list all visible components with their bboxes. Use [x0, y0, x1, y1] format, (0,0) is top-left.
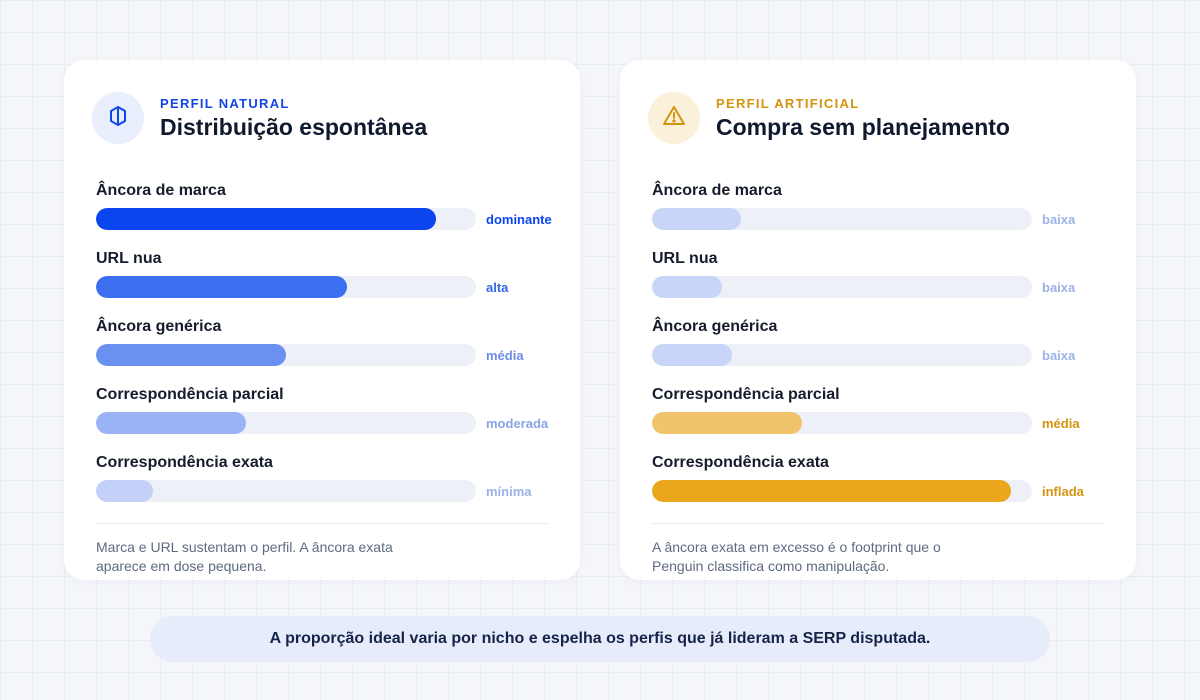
- bar-level: alta: [486, 280, 509, 295]
- card-note: A âncora exata em excesso é o footprint …: [652, 539, 941, 574]
- warning-icon: [662, 104, 686, 133]
- card-title: Distribuição espontânea: [160, 113, 428, 140]
- card-title: Compra sem planejamento: [716, 113, 1010, 140]
- bar-level: média: [486, 348, 524, 363]
- bar-label: Âncora genérica: [652, 318, 778, 335]
- bar-level: média: [1042, 416, 1080, 431]
- divider: [96, 523, 548, 524]
- bar-fill: [652, 344, 732, 366]
- bar-track: [96, 276, 476, 298]
- bar-fill: [652, 412, 803, 434]
- bar-row: Correspondência exata mínima: [96, 452, 566, 520]
- bar-track: [652, 412, 1032, 434]
- bar-list: Âncora de marca dominante URL nua alta Â…: [96, 180, 566, 520]
- shield-icon: [106, 104, 130, 133]
- natural-profile-card: PERFIL NATURAL Distribuição espontânea Â…: [64, 60, 580, 580]
- bar-row: Âncora genérica média: [96, 316, 566, 384]
- bar-track: [652, 344, 1032, 366]
- bar-fill: [96, 344, 286, 366]
- bar-fill: [96, 208, 437, 230]
- bar-row: URL nua baixa: [652, 248, 1122, 316]
- bar-fill: [96, 276, 347, 298]
- summary-banner: A proporção ideal varia por nicho e espe…: [150, 616, 1050, 662]
- bar-row: Âncora de marca dominante: [96, 180, 566, 248]
- bar-track: [652, 276, 1032, 298]
- bar-label: URL nua: [96, 250, 162, 267]
- bar-level: baixa: [1042, 348, 1076, 363]
- artificial-profile-card: PERFIL ARTIFICIAL Compra sem planejament…: [620, 60, 1136, 580]
- card-header: PERFIL ARTIFICIAL Compra sem planejament…: [648, 92, 1010, 144]
- bar-track: [96, 412, 476, 434]
- bar-level: baixa: [1042, 280, 1076, 295]
- bar-fill: [652, 276, 723, 298]
- bar-fill: [652, 208, 742, 230]
- bar-label: Correspondência parcial: [652, 386, 840, 403]
- bar-fill: [652, 480, 1012, 502]
- icon-badge: [648, 92, 700, 144]
- bar-level: inflada: [1042, 484, 1084, 499]
- bar-row: Correspondência parcial média: [652, 384, 1122, 452]
- bar-row: Âncora genérica baixa: [652, 316, 1122, 384]
- bar-fill: [96, 412, 247, 434]
- bar-row: Âncora de marca baixa: [652, 180, 1122, 248]
- bar-fill: [96, 480, 153, 502]
- divider: [652, 523, 1104, 524]
- bar-label: Âncora de marca: [96, 182, 226, 199]
- bar-track: [652, 208, 1032, 230]
- bar-row: Correspondência parcial moderada: [96, 384, 566, 452]
- bar-label: Correspondência exata: [652, 454, 829, 471]
- card-eyebrow: PERFIL NATURAL: [160, 95, 290, 111]
- bar-label: URL nua: [652, 250, 718, 267]
- bar-level: baixa: [1042, 212, 1076, 227]
- bar-label: Correspondência exata: [96, 454, 273, 471]
- card-note: Marca e URL sustentam o perfil. A âncora…: [96, 539, 393, 574]
- card-eyebrow: PERFIL ARTIFICIAL: [716, 95, 860, 111]
- bar-level: moderada: [486, 416, 549, 431]
- bar-list: Âncora de marca baixa URL nua baixa Ânco…: [652, 180, 1122, 520]
- bar-label: Âncora genérica: [96, 318, 222, 335]
- bar-level: dominante: [486, 212, 552, 227]
- bar-label: Âncora de marca: [652, 182, 782, 199]
- icon-badge: [92, 92, 144, 144]
- bar-row: URL nua alta: [96, 248, 566, 316]
- bar-row: Correspondência exata inflada: [652, 452, 1122, 520]
- bar-track: [96, 480, 476, 502]
- card-header: PERFIL NATURAL Distribuição espontânea: [92, 92, 427, 144]
- bar-track: [96, 208, 476, 230]
- bar-track: [652, 480, 1032, 502]
- bar-level: mínima: [486, 484, 532, 499]
- bar-track: [96, 344, 476, 366]
- bar-label: Correspondência parcial: [96, 386, 284, 403]
